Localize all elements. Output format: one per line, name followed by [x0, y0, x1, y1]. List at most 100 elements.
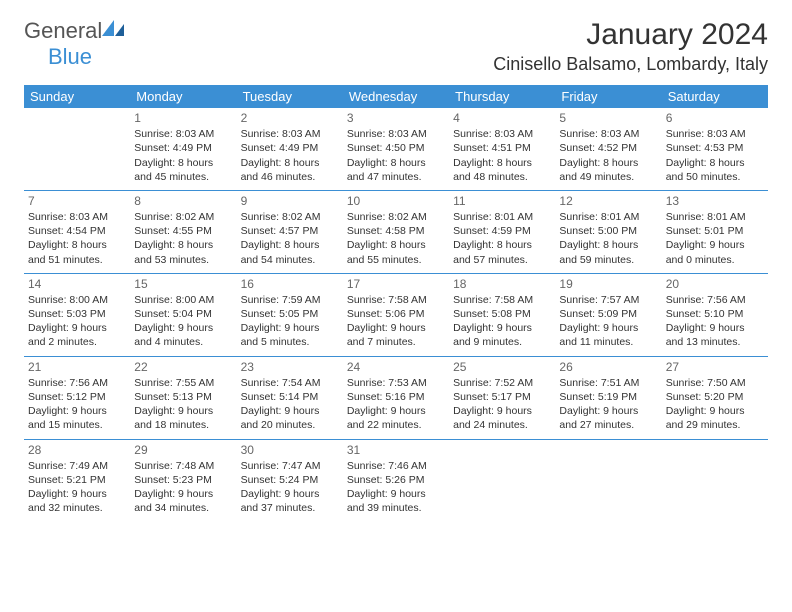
day-info-line: Sunset: 5:00 PM [559, 224, 657, 238]
day-info-line: Sunrise: 7:57 AM [559, 293, 657, 307]
day-number: 5 [559, 110, 657, 126]
day-info-line: Daylight: 9 hours [134, 487, 232, 501]
day-info-line: Daylight: 9 hours [347, 487, 445, 501]
day-info-line: Sunrise: 7:59 AM [241, 293, 339, 307]
day-number: 9 [241, 193, 339, 209]
dayname-friday: Friday [555, 85, 661, 108]
calendar-cell: 4Sunrise: 8:03 AMSunset: 4:51 PMDaylight… [449, 108, 555, 190]
day-info-line: and 51 minutes. [28, 253, 126, 267]
day-number: 10 [347, 193, 445, 209]
logo-text-blue: Blue [48, 44, 128, 70]
day-info-line: Sunrise: 7:49 AM [28, 459, 126, 473]
day-info-line: Daylight: 8 hours [453, 156, 551, 170]
dayname-monday: Monday [130, 85, 236, 108]
calendar-cell: 28Sunrise: 7:49 AMSunset: 5:21 PMDayligh… [24, 439, 130, 521]
calendar-cell: 14Sunrise: 8:00 AMSunset: 5:03 PMDayligh… [24, 273, 130, 356]
day-info-line: Sunrise: 8:03 AM [347, 127, 445, 141]
day-info-line: Sunrise: 7:50 AM [666, 376, 764, 390]
day-info-line: Sunrise: 7:55 AM [134, 376, 232, 390]
calendar-cell: 2Sunrise: 8:03 AMSunset: 4:49 PMDaylight… [237, 108, 343, 190]
day-info-line: Sunset: 4:49 PM [134, 141, 232, 155]
calendar-cell: 9Sunrise: 8:02 AMSunset: 4:57 PMDaylight… [237, 190, 343, 273]
day-number: 21 [28, 359, 126, 375]
day-info-line: Sunset: 5:14 PM [241, 390, 339, 404]
day-info-line: Sunset: 5:21 PM [28, 473, 126, 487]
day-info-line: Sunset: 4:55 PM [134, 224, 232, 238]
day-info-line: and 2 minutes. [28, 335, 126, 349]
day-number: 17 [347, 276, 445, 292]
day-info-line: Sunrise: 8:03 AM [28, 210, 126, 224]
day-info-line: and 20 minutes. [241, 418, 339, 432]
day-info-line: Daylight: 8 hours [347, 238, 445, 252]
month-title: January 2024 [493, 18, 768, 52]
day-info-line: Daylight: 8 hours [241, 156, 339, 170]
day-info-line: Sunrise: 7:58 AM [347, 293, 445, 307]
day-info-line: Sunset: 4:50 PM [347, 141, 445, 155]
calendar-cell: 25Sunrise: 7:52 AMSunset: 5:17 PMDayligh… [449, 356, 555, 439]
day-info-line: and 22 minutes. [347, 418, 445, 432]
day-info-line: and 15 minutes. [28, 418, 126, 432]
day-number: 2 [241, 110, 339, 126]
calendar-cell: 13Sunrise: 8:01 AMSunset: 5:01 PMDayligh… [662, 190, 768, 273]
dayname-wednesday: Wednesday [343, 85, 449, 108]
calendar-cell [449, 439, 555, 521]
day-info-line: Sunset: 5:03 PM [28, 307, 126, 321]
day-info-line: Sunrise: 7:47 AM [241, 459, 339, 473]
calendar-cell: 12Sunrise: 8:01 AMSunset: 5:00 PMDayligh… [555, 190, 661, 273]
day-info-line: Sunset: 5:10 PM [666, 307, 764, 321]
calendar-cell: 10Sunrise: 8:02 AMSunset: 4:58 PMDayligh… [343, 190, 449, 273]
calendar-cell: 19Sunrise: 7:57 AMSunset: 5:09 PMDayligh… [555, 273, 661, 356]
day-info-line: Sunset: 5:06 PM [347, 307, 445, 321]
day-info-line: Sunrise: 8:03 AM [241, 127, 339, 141]
calendar-body: 1Sunrise: 8:03 AMSunset: 4:49 PMDaylight… [24, 108, 768, 521]
day-info-line: Sunset: 4:57 PM [241, 224, 339, 238]
day-info-line: and 7 minutes. [347, 335, 445, 349]
day-info-line: Daylight: 9 hours [347, 321, 445, 335]
day-info-line: and 46 minutes. [241, 170, 339, 184]
day-info-line: Sunrise: 7:51 AM [559, 376, 657, 390]
day-info-line: and 50 minutes. [666, 170, 764, 184]
calendar-cell: 3Sunrise: 8:03 AMSunset: 4:50 PMDaylight… [343, 108, 449, 190]
day-number: 4 [453, 110, 551, 126]
calendar-cell: 11Sunrise: 8:01 AMSunset: 4:59 PMDayligh… [449, 190, 555, 273]
day-info-line: Sunset: 4:52 PM [559, 141, 657, 155]
day-info-line: Daylight: 9 hours [241, 487, 339, 501]
day-info-line: Sunrise: 8:03 AM [453, 127, 551, 141]
day-number: 8 [134, 193, 232, 209]
day-info-line: Daylight: 9 hours [559, 404, 657, 418]
day-info-line: and 39 minutes. [347, 501, 445, 515]
day-info-line: Daylight: 9 hours [453, 404, 551, 418]
day-info-line: Sunrise: 8:03 AM [134, 127, 232, 141]
calendar-table: Sunday Monday Tuesday Wednesday Thursday… [24, 85, 768, 521]
day-info-line: Sunrise: 8:03 AM [559, 127, 657, 141]
day-info-line: Daylight: 8 hours [134, 156, 232, 170]
day-number: 22 [134, 359, 232, 375]
day-number: 7 [28, 193, 126, 209]
day-info-line: Sunset: 5:20 PM [666, 390, 764, 404]
day-info-line: and 54 minutes. [241, 253, 339, 267]
dayname-sunday: Sunday [24, 85, 130, 108]
day-number: 15 [134, 276, 232, 292]
day-info-line: Sunset: 5:24 PM [241, 473, 339, 487]
day-number: 1 [134, 110, 232, 126]
day-info-line: Sunrise: 7:58 AM [453, 293, 551, 307]
day-number: 19 [559, 276, 657, 292]
day-info-line: and 11 minutes. [559, 335, 657, 349]
day-info-line: Sunset: 5:19 PM [559, 390, 657, 404]
calendar-cell: 20Sunrise: 7:56 AMSunset: 5:10 PMDayligh… [662, 273, 768, 356]
day-info-line: Daylight: 9 hours [241, 404, 339, 418]
calendar-week-row: 21Sunrise: 7:56 AMSunset: 5:12 PMDayligh… [24, 356, 768, 439]
calendar-cell: 23Sunrise: 7:54 AMSunset: 5:14 PMDayligh… [237, 356, 343, 439]
calendar-cell: 30Sunrise: 7:47 AMSunset: 5:24 PMDayligh… [237, 439, 343, 521]
day-info-line: Sunrise: 8:01 AM [559, 210, 657, 224]
calendar-cell: 7Sunrise: 8:03 AMSunset: 4:54 PMDaylight… [24, 190, 130, 273]
day-info-line: Sunset: 5:08 PM [453, 307, 551, 321]
day-number: 16 [241, 276, 339, 292]
day-info-line: and 9 minutes. [453, 335, 551, 349]
day-number: 11 [453, 193, 551, 209]
day-info-line: Sunset: 5:16 PM [347, 390, 445, 404]
dayname-tuesday: Tuesday [237, 85, 343, 108]
day-info-line: and 32 minutes. [28, 501, 126, 515]
day-info-line: Sunrise: 7:54 AM [241, 376, 339, 390]
day-number: 3 [347, 110, 445, 126]
